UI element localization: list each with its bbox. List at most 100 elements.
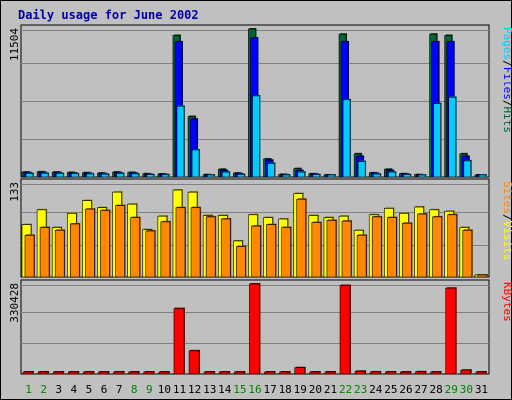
bar-hits-pages — [463, 160, 472, 178]
bar-kbytes-kbytes — [22, 371, 34, 375]
x-tick-label: 3 — [55, 383, 62, 396]
bar-kbytes-kbytes — [173, 308, 185, 375]
bar-hits-pages — [388, 171, 396, 178]
bar-hits-pages — [342, 99, 351, 178]
x-tick-label: 2 — [40, 383, 47, 396]
legend-item: Hits — [501, 107, 512, 134]
bar-hits-pages — [176, 105, 185, 178]
bar-hits-pages — [418, 174, 426, 178]
x-tick-label: 17 — [263, 383, 276, 396]
x-tick-label: 24 — [369, 383, 383, 396]
bar-visits-sites — [371, 216, 382, 278]
bar-hits-pages — [403, 174, 411, 178]
max-label-kbytes: 330428 — [8, 283, 21, 323]
bar-visits-sites — [100, 210, 110, 278]
x-tick-label: 7 — [116, 383, 123, 396]
legend-item: / — [501, 214, 512, 221]
bar-kbytes-kbytes — [475, 371, 487, 375]
x-tick-label: 12 — [188, 383, 201, 396]
bar-visits-sites — [356, 235, 367, 278]
bar-visits-sites — [296, 198, 307, 278]
bar-visits-sites — [160, 221, 171, 278]
bar-kbytes-kbytes — [143, 371, 155, 375]
bar-visits-sites — [477, 274, 488, 278]
bar-hits-pages — [221, 171, 230, 178]
x-tick-label: 1 — [25, 383, 32, 396]
bar-kbytes-kbytes — [158, 371, 170, 375]
bar-visits-sites — [251, 225, 261, 278]
bar-visits-sites — [402, 222, 412, 278]
bar-visits-sites — [175, 207, 186, 278]
bar-hits-pages — [40, 173, 49, 178]
chart-title: Daily usage for June 2002 — [18, 8, 199, 22]
x-tick-label: 23 — [354, 383, 367, 396]
x-tick-label: 8 — [131, 383, 138, 396]
bar-visits-sites — [220, 218, 231, 278]
bar-hits-pages — [372, 173, 381, 178]
bar-kbytes-kbytes — [309, 371, 321, 375]
bar-hits-pages — [206, 174, 215, 178]
bar-hits-pages — [252, 95, 260, 178]
bar-visits-sites — [190, 207, 201, 278]
x-tick-label: 21 — [324, 383, 337, 396]
legend-item: / — [501, 60, 512, 67]
bar-hits-pages — [25, 173, 34, 178]
bar-kbytes-kbytes — [234, 371, 245, 375]
legend-item: Sites — [501, 181, 512, 214]
bar-hits-pages — [297, 171, 306, 178]
bar-kbytes-kbytes — [339, 285, 351, 375]
x-tick-label: 26 — [399, 383, 412, 396]
bar-hits-pages — [282, 174, 290, 178]
bar-visits-sites — [326, 220, 337, 278]
bar-kbytes-kbytes — [460, 369, 472, 375]
bar-kbytes-kbytes — [294, 367, 306, 375]
bar-kbytes-kbytes — [67, 371, 79, 375]
bar-hits-pages — [357, 161, 366, 178]
bar-kbytes-kbytes — [37, 371, 49, 375]
bar-visits-sites — [341, 220, 352, 278]
x-tick-label: 14 — [218, 383, 232, 396]
x-tick-label: 22 — [339, 383, 352, 396]
legend-item: Files — [501, 67, 512, 100]
legend-kbytes: KBytes — [501, 282, 512, 322]
bar-visits-sites — [266, 224, 276, 278]
bar-hits-pages — [55, 173, 64, 178]
x-tick-label: 11 — [173, 383, 186, 396]
x-tick-label: 30 — [460, 383, 473, 396]
legend-item: Pages — [501, 27, 512, 60]
bar-visits-sites — [236, 246, 246, 278]
x-tick-label: 10 — [158, 383, 171, 396]
bar-kbytes-kbytes — [400, 371, 411, 375]
bar-hits-pages — [131, 173, 139, 178]
bar-visits-sites — [85, 208, 95, 278]
bar-kbytes-kbytes — [324, 371, 336, 375]
bar-visits-sites — [387, 217, 397, 278]
bar-hits-pages — [146, 174, 155, 178]
x-tick-label: 6 — [101, 383, 108, 396]
bar-kbytes-kbytes — [203, 371, 215, 375]
legend-item: Visits — [501, 221, 512, 261]
bar-hits-pages — [448, 96, 457, 178]
bar-hits-pages — [101, 173, 109, 178]
x-tick-label: 15 — [233, 383, 246, 396]
bar-kbytes-kbytes — [98, 371, 109, 375]
bar-hits-pages — [327, 174, 336, 178]
bar-visits-sites — [432, 216, 442, 278]
bar-kbytes-kbytes — [369, 371, 381, 375]
bar-hits-pages — [161, 174, 170, 178]
x-tick-label: 4 — [71, 383, 78, 396]
bar-visits-sites — [447, 214, 458, 278]
bar-kbytes-kbytes — [249, 283, 260, 375]
bar-visits-sites — [281, 227, 291, 278]
legend-item: KBytes — [501, 282, 512, 322]
x-tick-label: 5 — [86, 383, 93, 396]
x-tick-label: 27 — [414, 383, 427, 396]
x-tick-label: 28 — [430, 383, 443, 396]
bar-kbytes-kbytes — [445, 287, 457, 375]
bar-kbytes-kbytes — [218, 371, 230, 375]
bar-visits-sites — [39, 227, 50, 278]
bar-visits-sites — [130, 217, 140, 278]
x-tick-label: 19 — [294, 383, 307, 396]
x-tick-label: 16 — [248, 383, 261, 396]
